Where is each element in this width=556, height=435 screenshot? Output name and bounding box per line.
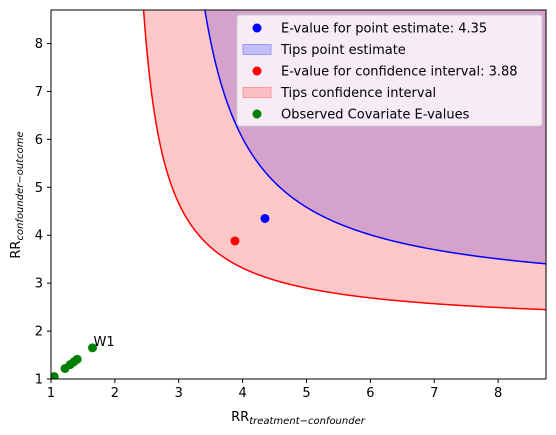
y-axis-label: RRconfounder−outcome — [9, 131, 26, 258]
y-axis-label-sub: confounder−outcome — [15, 131, 26, 240]
legend-patch — [242, 44, 272, 55]
legend-label: E-value for point estimate: 4.35 — [281, 22, 487, 37]
plot-frame — [50, 9, 547, 380]
x-tick-label: 7 — [430, 386, 438, 401]
y-tick-label: 5 — [35, 181, 43, 196]
y-axis-label-base: RR — [9, 241, 24, 259]
legend-label: E-value for confidence interval: 3.88 — [281, 65, 518, 80]
legend-marker — [252, 109, 262, 119]
y-tick-label: 7 — [35, 85, 43, 100]
data-point — [88, 343, 98, 353]
data-point — [51, 372, 59, 379]
y-tick-label: 4 — [35, 229, 43, 244]
legend-patch — [242, 87, 272, 98]
confidence-interval-curve — [142, 10, 546, 311]
data-point — [230, 236, 240, 246]
y-axis-ticks: 1 2 3 4 5 6 7 8 — [35, 37, 51, 388]
point-estimate-curve — [204, 10, 546, 265]
legend-box — [236, 14, 543, 127]
legend-marker — [252, 66, 262, 76]
data-point — [72, 354, 82, 364]
annotation-label: W1 — [94, 335, 115, 350]
x-tick-label: 6 — [366, 386, 374, 401]
y-tick-label: 2 — [35, 325, 43, 340]
x-tick-label: 5 — [302, 386, 310, 401]
legend-label: Observed Covariate E-values — [281, 108, 470, 123]
data-point — [260, 213, 270, 223]
x-axis-label-sub: treatment−confounder — [249, 416, 366, 427]
legend: E-value for point estimate: 4.35 Tips poi… — [236, 14, 543, 127]
y-tick-label: 1 — [35, 373, 43, 388]
x-tick-label: 4 — [238, 386, 246, 401]
legend-label: Tips point estimate — [280, 43, 406, 58]
y-tick-label: 3 — [35, 277, 43, 292]
x-axis-ticks: 1 2 3 4 5 6 7 8 — [47, 379, 502, 401]
legend-marker — [252, 23, 262, 33]
y-tick-label: 6 — [35, 133, 43, 148]
x-tick-label: 2 — [111, 386, 119, 401]
y-tick-label: 8 — [35, 37, 43, 52]
x-axis-label-base: RR — [231, 410, 249, 425]
x-tick-label: 3 — [175, 386, 183, 401]
x-axis-label: RRtreatment−confounder — [231, 410, 366, 427]
x-tick-label: 1 — [47, 386, 55, 401]
x-tick-label: 8 — [494, 386, 502, 401]
legend-label: Tips confidence interval — [280, 86, 436, 101]
